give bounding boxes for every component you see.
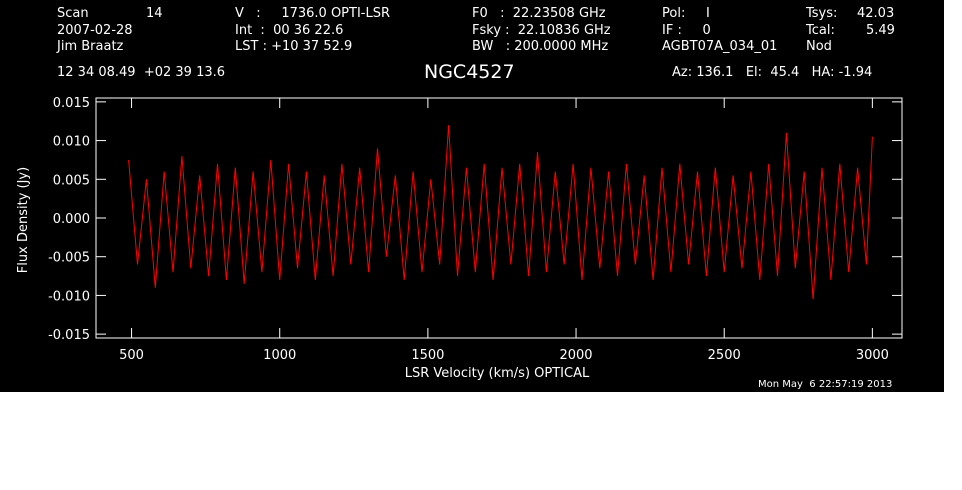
if-number: IF : 0 — [662, 23, 711, 38]
observer-name: Jim Braatz — [57, 39, 124, 54]
y-tick-label: 0.000 — [53, 212, 90, 227]
y-tick-label: -0.005 — [48, 251, 90, 266]
y-axis-label: Flux Density (Jy) — [16, 167, 31, 273]
y-tick-label: -0.010 — [48, 289, 90, 304]
switching-mode: Nod — [806, 39, 832, 54]
polarization: Pol: I — [662, 6, 710, 21]
lst-readout: LST : +10 37 52.9 — [235, 39, 353, 54]
x-tick-label: 500 — [119, 348, 144, 363]
plot-panel: Scan 14 2007-02-28 Jim Braatz V : 1736.0… — [0, 0, 944, 392]
tcal-value: 5.49 — [866, 23, 895, 38]
y-tick-label: -0.015 — [48, 328, 90, 343]
tsys-value: 42.03 — [857, 6, 895, 21]
observation-date: 2007-02-28 — [57, 23, 133, 38]
scan-number: 14 — [146, 6, 163, 21]
tcal-label: Tcal: — [806, 23, 835, 38]
spectrum-chart: -0.015 -0.010 -0.005 0.000 0.005 0.010 0.015 5… — [16, 96, 903, 381]
rest-frequency: F0 : 22.23508 GHz — [472, 6, 606, 21]
velocity-readout: V : 1736.0 OPTI-LSR — [235, 6, 391, 21]
x-tick-label: 2000 — [559, 348, 592, 363]
project-id: AGBT07A_034_01 — [662, 39, 778, 54]
x-tick-label: 1000 — [263, 348, 296, 363]
x-tick-label: 3000 — [856, 348, 889, 363]
az-el-ha-readout: Az: 136.1 El: 45.4 HA: -1.94 — [672, 65, 873, 80]
x-tick-label: 2500 — [708, 348, 741, 363]
source-name: NGC4527 — [424, 61, 515, 83]
y-tick-label: 0.005 — [53, 173, 90, 188]
spectrum-line — [128, 125, 873, 300]
bandwidth: BW : 200.0000 MHz — [472, 39, 609, 54]
tsys-label: Tsys: — [806, 6, 838, 21]
sky-frequency: Fsky : 22.10836 GHz — [472, 23, 611, 38]
y-tick-label: 0.010 — [53, 135, 90, 150]
scan-label: Scan — [57, 6, 89, 21]
source-coordinates: 12 34 08.49 +02 39 13.6 — [57, 65, 226, 80]
x-axis-label: LSR Velocity (km/s) OPTICAL — [405, 366, 590, 381]
integration-time: Int : 00 36 22.6 — [235, 23, 344, 38]
plot-timestamp: Mon May 6 22:57:19 2013 — [758, 379, 893, 390]
y-tick-label: 0.015 — [53, 96, 90, 111]
x-tick-label: 1500 — [411, 348, 444, 363]
